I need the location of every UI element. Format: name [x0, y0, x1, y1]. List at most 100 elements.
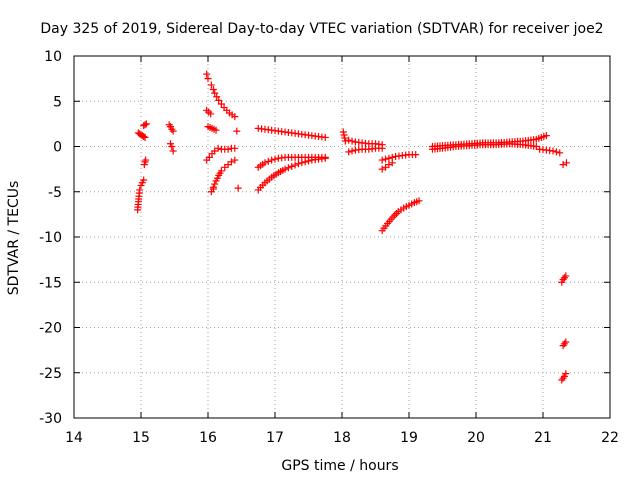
data-point [341, 137, 349, 145]
data-point [542, 132, 550, 140]
y-tick-label: -30 [39, 411, 62, 427]
data-point [233, 127, 241, 135]
data-point [217, 167, 225, 175]
data-point [288, 162, 296, 170]
series-seg15 [207, 185, 217, 196]
data-points [134, 70, 570, 384]
y-tick-label: 10 [44, 49, 62, 65]
chart-title: Day 325 of 2019, Sidereal Day-to-day VTE… [40, 21, 603, 37]
x-tick-label: 22 [601, 430, 619, 446]
data-point [562, 272, 570, 280]
series-seg32 [558, 370, 570, 384]
data-point [305, 157, 312, 165]
data-point [261, 159, 269, 167]
data-point [340, 131, 348, 139]
series-seg4 [140, 120, 150, 130]
x-axis-label: GPS time / hours [281, 458, 398, 474]
data-point [321, 133, 329, 141]
x-tick-label: 14 [65, 430, 83, 446]
series-seg9 [203, 106, 215, 118]
ticks [73, 55, 611, 419]
series-seg22 [345, 144, 386, 156]
series-seg21 [345, 136, 386, 149]
series-seg17 [254, 124, 329, 141]
series-seg16 [234, 184, 242, 192]
data-point [168, 143, 176, 150]
data-point [231, 156, 239, 164]
series-seg11 [233, 127, 241, 135]
data-point [382, 155, 390, 163]
data-point [213, 93, 221, 101]
series-seg28 [536, 145, 564, 157]
data-point [231, 144, 239, 152]
data-point [348, 137, 356, 145]
data-point [345, 136, 353, 144]
series-seg8 [207, 81, 239, 121]
data-point [298, 159, 306, 167]
data-point [378, 165, 386, 173]
y-tick-label: 0 [53, 140, 62, 156]
data-point [224, 145, 232, 153]
series-seg30 [558, 272, 570, 286]
data-point [142, 156, 150, 164]
series-seg20 [339, 128, 349, 145]
series-seg7 [203, 70, 212, 83]
series-seg5 [165, 121, 177, 135]
data-point [211, 180, 219, 188]
data-point [284, 164, 292, 172]
data-point [345, 148, 353, 156]
data-point [205, 153, 213, 161]
data-point [560, 340, 568, 348]
data-point [281, 165, 289, 173]
data-point [136, 186, 144, 194]
data-point [212, 126, 220, 134]
data-point [392, 209, 400, 217]
data-point [556, 149, 564, 157]
data-point [549, 147, 557, 155]
series-seg3 [134, 129, 149, 141]
data-point [378, 144, 386, 152]
data-point [234, 184, 242, 192]
data-point [169, 147, 177, 155]
series-seg14 [209, 156, 239, 191]
data-point [385, 154, 393, 162]
data-point [321, 154, 329, 162]
data-point [211, 147, 219, 155]
data-point [412, 151, 420, 159]
y-tick-label: -5 [48, 185, 62, 201]
data-point [204, 75, 212, 83]
data-point [415, 197, 423, 205]
data-point [209, 85, 217, 93]
data-point [211, 89, 219, 97]
series-seg24 [378, 151, 420, 164]
data-point [217, 100, 225, 108]
y-tick-label: 5 [53, 94, 62, 110]
series-seg10 [204, 123, 220, 134]
data-point [562, 370, 570, 378]
data-point [294, 160, 302, 168]
x-tick-label: 18 [333, 430, 351, 446]
data-point [140, 176, 148, 184]
y-tick-label: -15 [39, 275, 62, 291]
data-point [169, 127, 177, 135]
series-seg1 [134, 176, 148, 214]
data-point [562, 338, 570, 346]
data-point [203, 70, 211, 78]
series-seg27 [428, 140, 540, 153]
data-point [215, 96, 223, 104]
series-seg13 [203, 147, 219, 164]
data-point [562, 159, 570, 167]
y-tick-label: -10 [39, 230, 62, 246]
y-axis-label: SDTVAR / TECUs [6, 181, 22, 296]
data-point [339, 128, 347, 136]
data-point [141, 133, 149, 141]
data-point [391, 211, 399, 219]
data-point [140, 133, 148, 141]
x-tick-label: 16 [199, 430, 217, 446]
x-tick-label: 20 [467, 430, 485, 446]
y-tick-label: -25 [39, 366, 62, 382]
data-point [209, 185, 217, 193]
x-tick-label: 19 [400, 430, 418, 446]
data-point [231, 113, 239, 121]
